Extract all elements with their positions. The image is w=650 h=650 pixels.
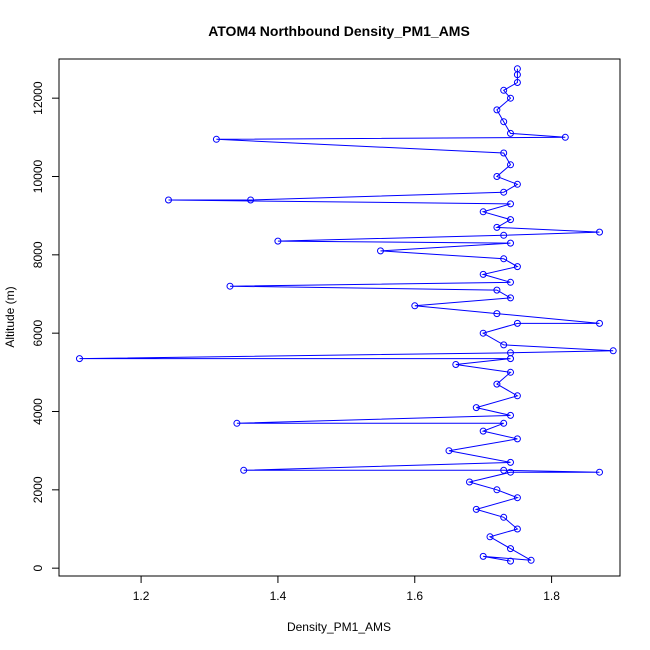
data-point — [226, 282, 234, 290]
data-point — [513, 180, 521, 188]
data-point — [513, 79, 521, 86]
data-point — [507, 411, 514, 419]
data-point — [274, 237, 282, 245]
data-point — [500, 255, 508, 263]
data-point — [493, 286, 501, 294]
data-point — [507, 161, 514, 169]
chart-title: ATOM4 Northbound Density_PM1_AMS — [208, 23, 470, 39]
data-point — [507, 545, 514, 553]
data-point — [507, 349, 514, 357]
data-point — [479, 427, 487, 435]
data-point — [445, 447, 453, 455]
y-axis: 0 2000 4000 6000 8000 10000 12000 — [31, 81, 60, 572]
data-point — [507, 239, 514, 247]
x-tick-label: 1.6 — [406, 589, 423, 603]
data-point — [513, 435, 521, 443]
data-point — [507, 294, 514, 302]
data-point — [466, 478, 473, 486]
data-point — [493, 310, 501, 318]
data-point — [500, 86, 508, 94]
data-point — [513, 494, 521, 502]
data-point — [596, 319, 603, 327]
data-point — [500, 231, 508, 239]
data-point — [233, 419, 241, 427]
series-line — [79, 68, 614, 562]
data-point — [479, 552, 487, 560]
data-point — [561, 133, 569, 141]
y-tick-label: 4000 — [31, 398, 45, 425]
data-point — [507, 557, 514, 565]
data-point — [472, 404, 480, 412]
data-point — [609, 347, 617, 355]
data-point — [165, 196, 172, 204]
data-point — [500, 188, 508, 196]
data-point — [513, 319, 521, 327]
x-axis-label: Density_PM1_AMS — [287, 620, 391, 634]
data-point — [493, 486, 501, 494]
data-point — [507, 94, 514, 102]
data-point — [507, 200, 514, 208]
data-point — [411, 302, 419, 310]
data-point — [596, 468, 603, 476]
x-axis: 1.2 1.4 1.6 1.8 — [133, 575, 560, 603]
x-tick-label: 1.4 — [270, 589, 287, 603]
data-point — [247, 196, 255, 204]
y-tick-label: 6000 — [31, 319, 45, 346]
plot-area — [76, 65, 617, 565]
data-point — [500, 149, 508, 157]
data-point — [472, 505, 480, 513]
data-point — [507, 458, 514, 466]
y-tick-label: 2000 — [31, 476, 45, 503]
x-tick-label: 1.8 — [543, 589, 560, 603]
data-point — [513, 392, 521, 400]
y-tick-label: 8000 — [31, 241, 45, 268]
data-point — [240, 466, 248, 474]
y-axis-label: Altitude (m) — [3, 286, 17, 347]
y-tick-label: 12000 — [31, 81, 45, 115]
data-point — [493, 380, 501, 388]
y-tick-label: 10000 — [31, 159, 45, 193]
data-point — [513, 525, 521, 533]
data-point — [500, 419, 508, 427]
data-point — [479, 329, 487, 337]
data-point — [500, 118, 508, 126]
data-point — [507, 278, 514, 286]
data-point — [500, 513, 508, 521]
data-point — [507, 216, 514, 224]
data-point — [500, 341, 508, 349]
data-point — [507, 468, 514, 476]
data-point — [596, 228, 603, 236]
data-point — [500, 466, 508, 474]
data-point — [479, 208, 487, 216]
y-tick-label: 0 — [31, 565, 45, 572]
data-point — [452, 361, 460, 368]
x-tick-label: 1.2 — [133, 589, 150, 603]
data-point — [507, 368, 514, 376]
data-point — [513, 65, 521, 73]
data-point — [486, 533, 494, 541]
data-point — [493, 106, 501, 114]
data-point — [479, 270, 487, 278]
data-point — [513, 263, 521, 271]
data-point — [377, 247, 384, 255]
data-point — [493, 173, 501, 180]
data-point — [212, 135, 220, 143]
data-point — [76, 355, 83, 363]
data-point — [507, 129, 514, 137]
data-point — [527, 556, 535, 564]
data-point — [493, 223, 501, 231]
